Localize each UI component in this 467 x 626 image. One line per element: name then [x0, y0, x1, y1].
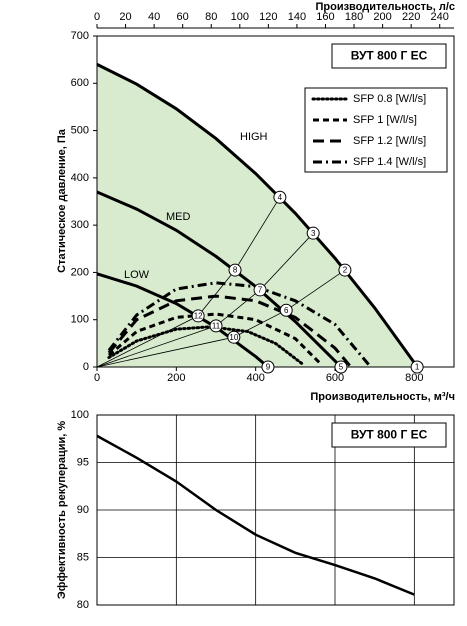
x2-tick-label: 160: [316, 11, 334, 23]
x2-tick-label: 140: [288, 11, 306, 23]
fan-curve-label: LOW: [124, 269, 150, 281]
y-tick-label: 85: [77, 551, 89, 563]
y-tick-label: 200: [71, 266, 89, 278]
y-tick-label: 90: [77, 504, 89, 516]
sfp-curve: [107, 281, 372, 368]
efficiency-curve: [96, 434, 415, 596]
legend-label: SFP 0.8 [W/l/s]: [353, 93, 426, 105]
x2-tick-label: 0: [94, 11, 100, 23]
x-tick-label: 400: [246, 372, 264, 384]
y-axis-label: Эффективность рекуперации, %: [56, 421, 68, 599]
operating-area: [97, 64, 418, 368]
fan-curve-label: MED: [166, 211, 191, 223]
x2-tick-label: 60: [177, 11, 189, 23]
point-label: 7: [258, 286, 263, 295]
point-label: 9: [266, 363, 271, 372]
x-axis-label: Производительность, м³/ч: [310, 391, 455, 403]
x2-tick-label: 200: [373, 11, 391, 23]
operating-point: [334, 360, 348, 374]
operating-point: [410, 360, 424, 374]
y-tick-label: 100: [71, 314, 89, 326]
operating-point: [279, 303, 293, 317]
legend-label: SFP 1.4 [W/l/s]: [353, 156, 426, 168]
y-tick-label: 80: [77, 599, 89, 611]
y-tick-label: 95: [77, 456, 89, 468]
model-box: [331, 43, 447, 69]
point-label: 5: [339, 363, 344, 372]
point-label: 12: [194, 312, 203, 321]
point-label: 6: [284, 306, 289, 315]
system-curve: [96, 196, 281, 368]
x2-tick-label: 100: [231, 11, 249, 23]
system-curve: [96, 232, 314, 368]
y-tick-label: 100: [71, 409, 89, 421]
chart-title: ВУТ 800 Г ЕС: [351, 428, 428, 442]
y-tick-label: 400: [71, 172, 89, 184]
x2-tick-label: 40: [148, 11, 160, 23]
y-tick-label: 500: [71, 124, 89, 136]
legend-label: SFP 1 [W/l/s]: [353, 114, 417, 126]
x2-tick-label: 120: [259, 11, 277, 23]
point-label: 11: [212, 321, 221, 330]
y-tick-label: 300: [71, 219, 89, 231]
plot-frame: [96, 35, 455, 368]
operating-point: [209, 319, 223, 333]
legend-label: SFP 1.2 [W/l/s]: [353, 135, 426, 147]
point-label: 8: [233, 266, 238, 275]
fan-curve-label: HIGH: [240, 131, 268, 143]
operating-point: [273, 190, 287, 204]
system-curve: [96, 269, 346, 368]
x2-axis-label: Производительность, л/с: [315, 1, 455, 13]
x2-tick-label: 220: [402, 11, 420, 23]
y-axis-label: Статическое давление, Па: [56, 128, 68, 273]
x2-tick-label: 240: [431, 11, 449, 23]
operating-point: [253, 283, 267, 297]
x-tick-label: 600: [326, 372, 344, 384]
sfp-curve: [107, 312, 321, 364]
point-label: 3: [311, 229, 316, 238]
x2-tick-label: 20: [119, 11, 131, 23]
y-tick-label: 700: [71, 30, 89, 42]
chart-title: ВУТ 800 Г ЕС: [351, 49, 428, 63]
operating-point: [227, 330, 241, 344]
operating-point: [191, 309, 205, 323]
x2-tick-label: 80: [205, 11, 217, 23]
x-tick-label: 800: [405, 372, 423, 384]
x-tick-label: 200: [167, 372, 185, 384]
operating-point: [306, 226, 320, 240]
operating-point: [338, 263, 352, 277]
model-box: [331, 422, 447, 448]
x-tick-label: 0: [94, 372, 100, 384]
point-label: 4: [278, 193, 283, 202]
x2-tick-label: 180: [345, 11, 363, 23]
operating-point: [228, 263, 242, 277]
point-label: 2: [343, 266, 348, 275]
legend-box: [304, 87, 448, 173]
point-label: 10: [229, 333, 238, 342]
point-label: 1: [415, 363, 420, 372]
y-tick-label: 600: [71, 77, 89, 89]
y-tick-label: 0: [83, 361, 89, 373]
operating-point: [261, 360, 275, 374]
